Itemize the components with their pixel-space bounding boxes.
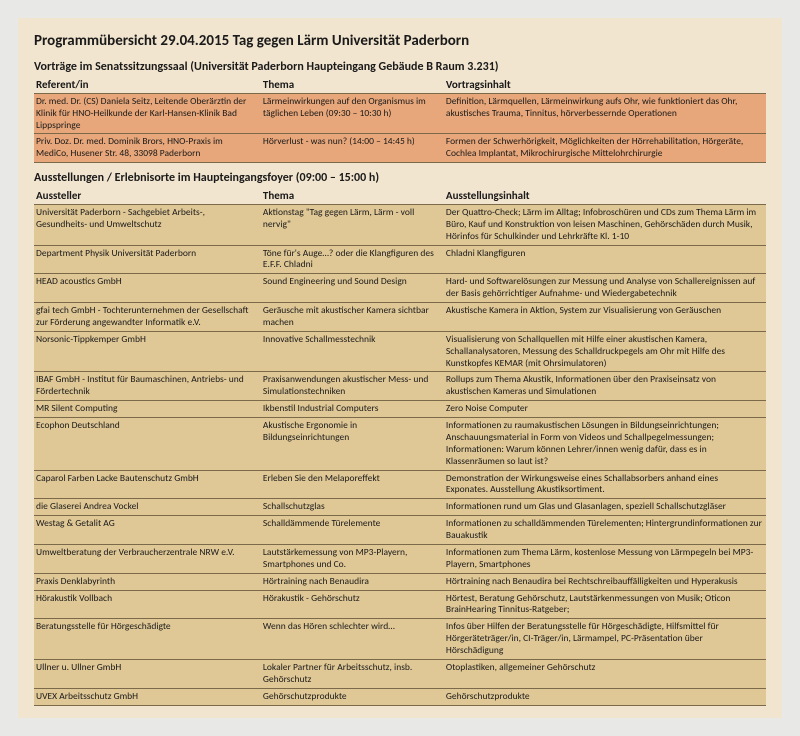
table-row: Beratungsstelle für HörgeschädigteWenn d… [34,619,766,660]
table-cell: Beratungsstelle für Hörgeschädigte [34,619,261,660]
table-row: Hörakustik VollbachHörakustik - Gehörsch… [34,590,766,619]
table-row: Caparol Farben Lacke Bautenschutz GmbHEr… [34,470,766,499]
table-cell: Visualisierung von Schallquellen mit Hil… [444,331,766,372]
table-cell: Lärmeinwirkungen auf den Organismus im t… [261,93,444,134]
table-row: die Glaserei Andrea VockelSchallschutzgl… [34,499,766,516]
table-cell: Zero Noise Computer [444,401,766,418]
table-cell: Chladni Klangfiguren [444,245,766,274]
table-cell: Lautstärkemessung von MP3-Playern, Smart… [261,544,444,573]
table-cell: gfai tech GmbH - Tochterunternehmen der … [34,303,261,332]
lectures-table: Referent/in Thema Vortragsinhalt Dr. med… [34,76,766,163]
page-title: Programmübersicht 29.04.2015 Tag gegen L… [34,32,766,50]
table-cell: Hörtraining nach Benaudira [261,573,444,590]
col-aussteller: Aussteller [34,187,261,204]
table-cell: Umweltberatung der Verbraucherzentrale N… [34,544,261,573]
table-cell: Rollups zum Thema Akustik, Informationen… [444,372,766,401]
table-row: Umweltberatung der Verbraucherzentrale N… [34,544,766,573]
table-cell: Praxis Denklabyrinth [34,573,261,590]
table-cell: Hörtest, Beratung Gehörschutz, Lautstärk… [444,590,766,619]
col-thema: Thema [261,187,444,204]
table-cell: die Glaserei Andrea Vockel [34,499,261,516]
table-cell: Praxisanwendungen akustischer Mess- und … [261,372,444,401]
table-cell: Erleben Sie den Melaporeffekt [261,470,444,499]
table-row: Universität Paderborn - Sachgebiet Arbei… [34,204,766,245]
table-row: IBAF GmbH - Institut für Baumaschinen, A… [34,372,766,401]
col-referent: Referent/in [34,76,261,93]
table-row: gfai tech GmbH - Tochterunternehmen der … [34,303,766,332]
table-cell: Gehörschutzprodukte [261,688,444,705]
table-cell: Hard- und Softwarelösungen zur Messung u… [444,274,766,303]
table-row: Priv. Doz. Dr. med. Dominik Brors, HNO-P… [34,134,766,163]
table-row: MR Silent ComputingIkbenstil Industrial … [34,401,766,418]
table-cell: Hörtraining nach Benaudira bei Rechtschr… [444,573,766,590]
table-cell: Formen der Schwerhörigkeit, Möglichkeite… [444,134,766,163]
table-row: UVEX Arbeitsschutz GmbHGehörschutzproduk… [34,688,766,705]
table-cell: Norsonic-Tippkemper GmbH [34,331,261,372]
table-cell: Wenn das Hören schlechter wird… [261,619,444,660]
table-cell: Informationen zu schalldämmenden Türelem… [444,516,766,545]
table-cell: HEAD acoustics GmbH [34,274,261,303]
col-vortragsinhalt: Vortragsinhalt [444,76,766,93]
table-cell: Sound Engineering und Sound Design [261,274,444,303]
table-row: Westag & Getalit AGSchalldämmende Türele… [34,516,766,545]
table-cell: Ikbenstil Industrial Computers [261,401,444,418]
table-cell: Ullner u. Ullner GmbH [34,659,261,688]
table-cell: Definition, Lärmquellen, Lärmeinwirkung … [444,93,766,134]
table-cell: Otoplastiken, allgemeiner Gehörschutz [444,659,766,688]
table-cell: Innovative Schallmesstechnik [261,331,444,372]
table-cell: Geräusche mit akustischer Kamera sichtba… [261,303,444,332]
table-row: Norsonic-Tippkemper GmbHInnovative Schal… [34,331,766,372]
table-cell: Akustische Ergonomie in Bildungseinricht… [261,418,444,471]
table-cell: Akustische Kamera in Aktion, System zur … [444,303,766,332]
table-cell: Informationen zu raumakustischen Lösunge… [444,418,766,471]
table-cell: Töne für's Auge…? oder die Klangfiguren … [261,245,444,274]
table-cell: Infos über Hilfen der Beratungsstelle fü… [444,619,766,660]
table-cell: Gehörschutzprodukte [444,688,766,705]
table-cell: Priv. Doz. Dr. med. Dominik Brors, HNO-P… [34,134,261,163]
table-header-row: Aussteller Thema Ausstellungsinhalt [34,187,766,204]
col-thema: Thema [261,76,444,93]
table-row: Praxis DenklabyrinthHörtraining nach Ben… [34,573,766,590]
col-ausstellungsinhalt: Ausstellungsinhalt [444,187,766,204]
section2-heading: Ausstellungen / Erlebnisorte im Hauptein… [34,171,766,185]
exhibitions-table: Aussteller Thema Ausstellungsinhalt Univ… [34,187,766,705]
table-row: Ecophon DeutschlandAkustische Ergonomie … [34,418,766,471]
table-cell: Lokaler Partner für Arbeitsschutz, insb.… [261,659,444,688]
table-row: Department Physik Universität PaderbornT… [34,245,766,274]
table-cell: Department Physik Universität Paderborn [34,245,261,274]
table-cell: MR Silent Computing [34,401,261,418]
table-cell: Hörverlust - was nun? (14:00 – 14:45 h) [261,134,444,163]
table-cell: Dr. med. Dr. (CS) Daniela Seitz, Leitend… [34,93,261,134]
table-row: Ullner u. Ullner GmbHLokaler Partner für… [34,659,766,688]
program-sheet: Programmübersicht 29.04.2015 Tag gegen L… [18,18,782,718]
table-row: Dr. med. Dr. (CS) Daniela Seitz, Leitend… [34,93,766,134]
table-cell: Westag & Getalit AG [34,516,261,545]
table-cell: Aktionstag "Tag gegen Lärm, Lärm - voll … [261,204,444,245]
table-row: HEAD acoustics GmbHSound Engineering und… [34,274,766,303]
table-cell: Hörakustik Vollbach [34,590,261,619]
table-cell: Demonstration der Wirkungsweise eines Sc… [444,470,766,499]
table-cell: Hörakustik - Gehörschutz [261,590,444,619]
section1-heading: Vorträge im Senatssitzungssaal (Universi… [34,60,766,74]
table-cell: IBAF GmbH - Institut für Baumaschinen, A… [34,372,261,401]
table-cell: Schalldämmende Türelemente [261,516,444,545]
table-cell: Informationen rund um Glas und Glasanlag… [444,499,766,516]
table-header-row: Referent/in Thema Vortragsinhalt [34,76,766,93]
table-cell: UVEX Arbeitsschutz GmbH [34,688,261,705]
table-cell: Universität Paderborn - Sachgebiet Arbei… [34,204,261,245]
table-cell: Caparol Farben Lacke Bautenschutz GmbH [34,470,261,499]
table-cell: Schallschutzglas [261,499,444,516]
table-cell: Informationen zum Thema Lärm, kostenlose… [444,544,766,573]
table-cell: Ecophon Deutschland [34,418,261,471]
table-cell: Der Quattro-Check; Lärm im Alltag; Infob… [444,204,766,245]
